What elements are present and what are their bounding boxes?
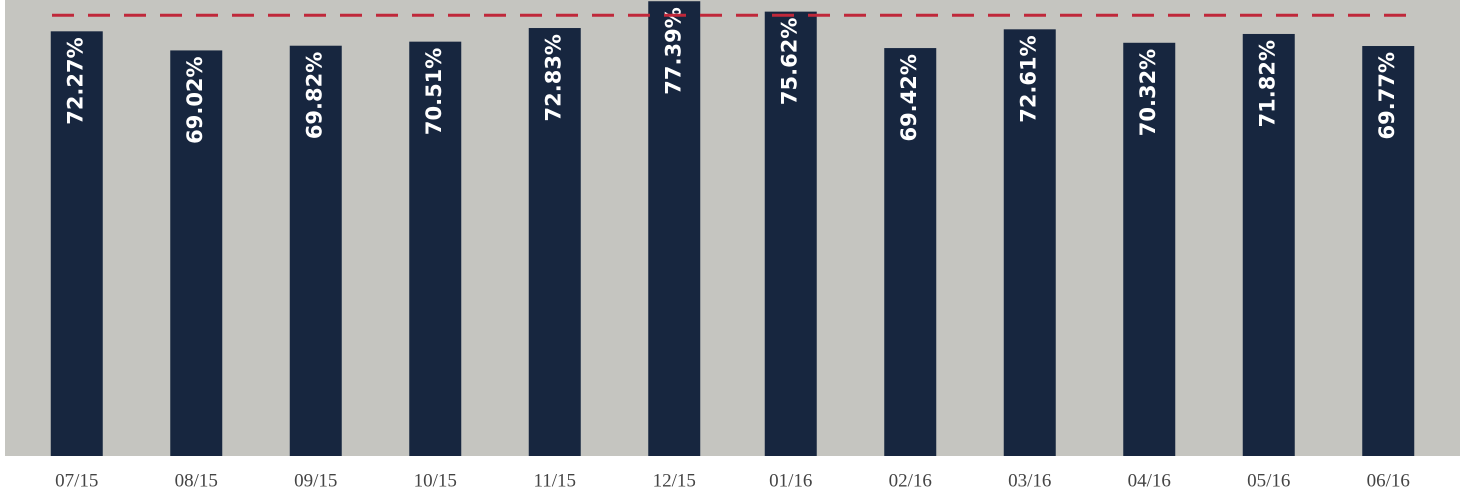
value-label: 69.02% xyxy=(183,56,207,143)
value-label: 72.61% xyxy=(1017,35,1041,122)
bar xyxy=(289,45,342,456)
bar xyxy=(409,41,462,456)
x-tick-label: 06/16 xyxy=(1367,470,1410,491)
bar xyxy=(1003,29,1056,456)
x-tick-label: 07/15 xyxy=(55,470,98,491)
x-tick-label: 10/15 xyxy=(414,470,457,491)
value-label: 75.62% xyxy=(778,18,802,105)
value-label: 69.77% xyxy=(1375,52,1399,139)
bar xyxy=(50,31,103,456)
value-label: 72.83% xyxy=(542,34,566,121)
bar xyxy=(884,48,937,456)
plot-area xyxy=(5,0,1460,456)
value-label: 69.82% xyxy=(303,52,327,139)
bar xyxy=(1123,42,1176,456)
x-tick-label: 09/15 xyxy=(294,470,337,491)
x-tick-label: 08/15 xyxy=(175,470,218,491)
value-label: 72.27% xyxy=(64,37,88,124)
bar xyxy=(1242,33,1295,457)
x-tick-label: 12/15 xyxy=(653,470,696,491)
value-label: 70.51% xyxy=(422,48,446,135)
x-tick-label: 03/16 xyxy=(1008,470,1051,491)
value-label: 77.39% xyxy=(661,7,685,94)
bar xyxy=(764,11,817,457)
x-tick-label: 11/15 xyxy=(533,470,576,491)
bar xyxy=(528,28,581,456)
value-label: 69.42% xyxy=(897,54,921,141)
bar xyxy=(170,50,223,457)
value-label: 71.82% xyxy=(1256,40,1280,127)
x-tick-label: 04/16 xyxy=(1128,470,1171,491)
bar xyxy=(648,1,701,457)
bar xyxy=(1362,46,1415,456)
x-tick-label: 05/16 xyxy=(1247,470,1290,491)
value-label: 70.32% xyxy=(1136,49,1160,136)
x-tick-label: 01/16 xyxy=(769,470,812,491)
x-tick-label: 02/16 xyxy=(889,470,932,491)
